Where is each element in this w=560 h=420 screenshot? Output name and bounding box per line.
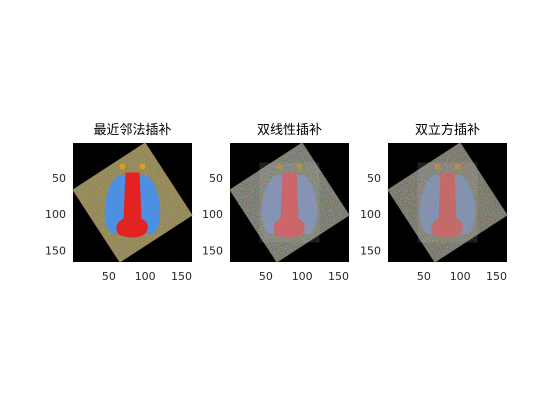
face-grain <box>259 162 320 243</box>
x-tick-label: 50 <box>259 270 273 283</box>
y-tick-label: 100 <box>202 208 223 221</box>
y-tick-label: 50 <box>367 172 381 185</box>
eye <box>119 163 126 170</box>
y-tick-label: 100 <box>360 208 381 221</box>
y-tick-label: 50 <box>52 172 66 185</box>
x-tick-label: 150 <box>328 270 349 283</box>
x-tick-label: 100 <box>135 270 156 283</box>
subplot: 最近邻法插补 50 100 150 50 100 150 <box>45 122 193 283</box>
eye <box>139 163 146 170</box>
subplot-title: 双线性插补 <box>257 122 322 137</box>
y-tick-label: 150 <box>360 244 381 257</box>
subplot: 双线性插补 50 100 150 50 100 150 <box>202 122 350 283</box>
x-tick-label: 150 <box>171 270 192 283</box>
nose <box>116 172 148 238</box>
x-tick-label: 100 <box>292 270 313 283</box>
y-tick-label: 150 <box>202 244 223 257</box>
face <box>104 163 161 238</box>
face-grain <box>417 162 478 243</box>
face <box>259 162 320 243</box>
x-tick-label: 150 <box>486 270 507 283</box>
subplot-title: 最近邻法插补 <box>93 122 171 137</box>
y-tick-label: 100 <box>45 208 66 221</box>
x-tick-label: 100 <box>450 270 471 283</box>
y-tick-label: 50 <box>209 172 223 185</box>
face <box>417 162 478 243</box>
subplot: 双立方插补 50 100 150 50 100 150 <box>360 122 508 283</box>
subplot-title: 双立方插补 <box>415 122 480 137</box>
x-tick-label: 50 <box>417 270 431 283</box>
x-tick-label: 50 <box>102 270 116 283</box>
y-tick-label: 150 <box>45 244 66 257</box>
